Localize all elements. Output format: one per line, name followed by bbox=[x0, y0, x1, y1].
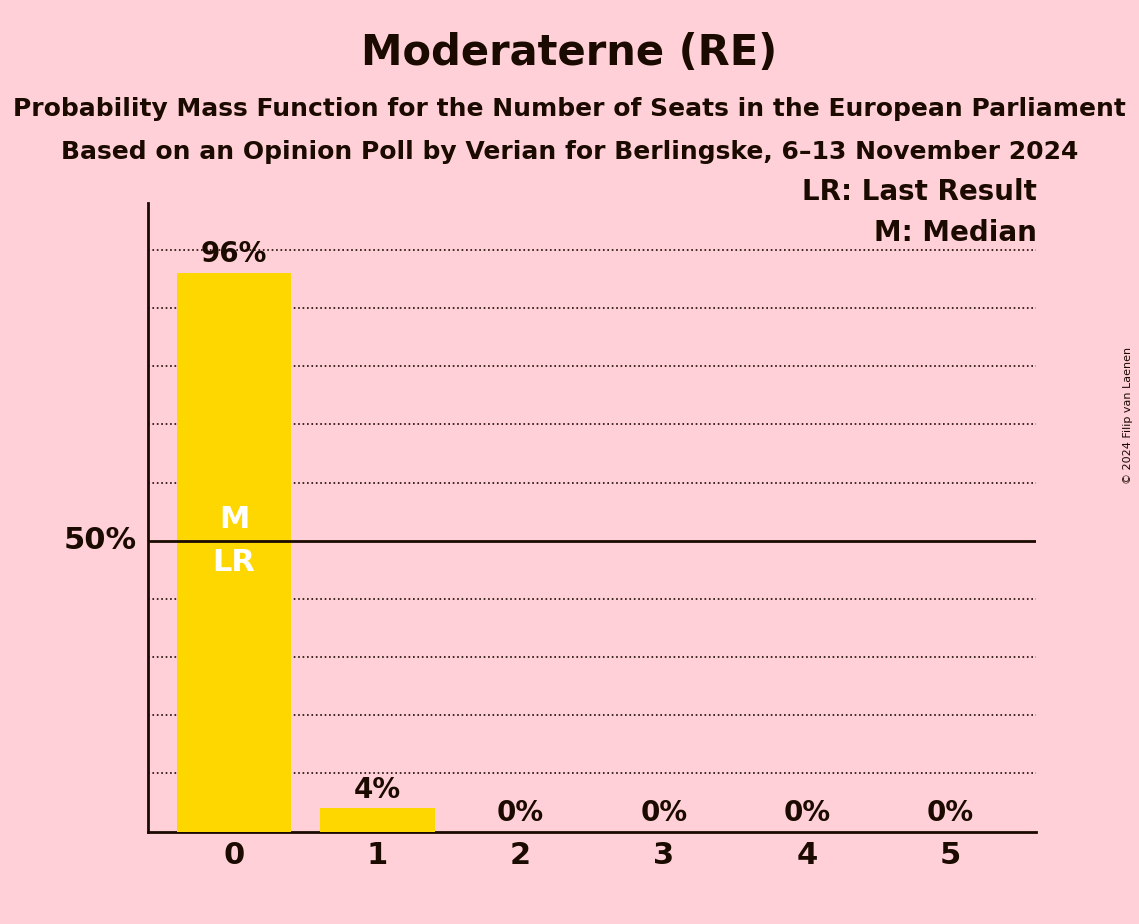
Text: 96%: 96% bbox=[200, 240, 268, 269]
Text: 0%: 0% bbox=[497, 799, 544, 827]
Text: 50%: 50% bbox=[64, 526, 137, 555]
Text: Probability Mass Function for the Number of Seats in the European Parliament: Probability Mass Function for the Number… bbox=[13, 97, 1126, 121]
Text: © 2024 Filip van Laenen: © 2024 Filip van Laenen bbox=[1123, 347, 1133, 484]
Text: 0%: 0% bbox=[784, 799, 830, 827]
Text: M
LR: M LR bbox=[213, 505, 255, 577]
Text: M: Median: M: Median bbox=[874, 219, 1036, 247]
Bar bbox=[320, 808, 435, 832]
Text: Based on an Opinion Poll by Verian for Berlingske, 6–13 November 2024: Based on an Opinion Poll by Verian for B… bbox=[60, 140, 1079, 164]
Text: 4%: 4% bbox=[354, 775, 401, 804]
Text: 0%: 0% bbox=[640, 799, 688, 827]
Text: Moderaterne (RE): Moderaterne (RE) bbox=[361, 32, 778, 74]
Bar bbox=[177, 274, 292, 832]
Text: LR: Last Result: LR: Last Result bbox=[802, 178, 1036, 206]
Text: 0%: 0% bbox=[927, 799, 974, 827]
